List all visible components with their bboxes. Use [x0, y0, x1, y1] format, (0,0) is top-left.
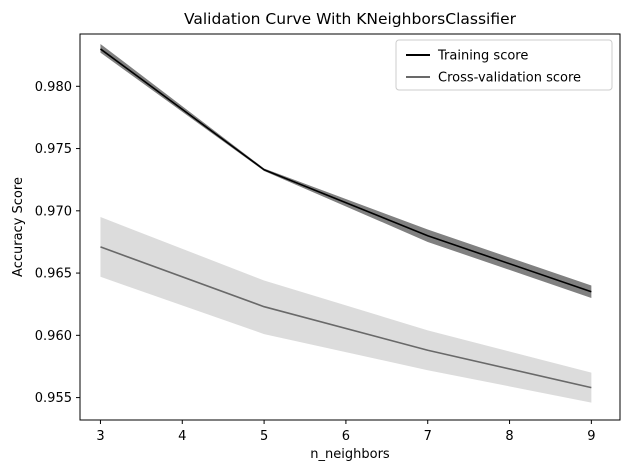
training-score-line — [99, 48, 592, 293]
score-bands — [100, 43, 592, 403]
x-tick-label: 4 — [178, 429, 186, 444]
legend: Training score Cross-validation score — [395, 39, 613, 91]
y-axis-ticks: 0.955 0.960 0.965 0.970 0.975 0.980 — [35, 80, 80, 406]
x-axis-label: n_neighbors — [310, 447, 390, 462]
cross-validation-score-line — [100, 246, 592, 389]
x-tick-label: 8 — [505, 429, 513, 444]
legend-box — [395, 39, 613, 91]
y-tick-label: 0.975 — [35, 142, 72, 157]
y-tick-label: 0.980 — [35, 80, 72, 95]
training-score-band — [100, 43, 592, 298]
y-tick-label: 0.960 — [35, 329, 72, 344]
chart-title: Validation Curve With KNeighborsClassifi… — [184, 10, 517, 28]
x-tick-label: 5 — [260, 429, 268, 444]
y-tick-label: 0.965 — [35, 267, 72, 282]
x-tick-label: 7 — [424, 429, 432, 444]
score-lines — [99, 48, 592, 389]
y-tick-label: 0.970 — [35, 204, 72, 219]
plot-frame — [79, 33, 621, 421]
legend-label-training-score: Training score — [437, 49, 528, 64]
x-tick-label: 6 — [342, 429, 350, 444]
y-axis-label: Accuracy Score — [11, 177, 26, 277]
y-tick-label: 0.955 — [35, 391, 72, 406]
cross-validation-score-band — [100, 217, 592, 403]
x-tick-label: 3 — [96, 429, 104, 444]
legend-label-cross-validation-score: Cross-validation score — [438, 71, 581, 86]
x-axis-ticks: 3 4 5 6 7 8 9 — [96, 420, 596, 444]
x-tick-label: 9 — [587, 429, 595, 444]
